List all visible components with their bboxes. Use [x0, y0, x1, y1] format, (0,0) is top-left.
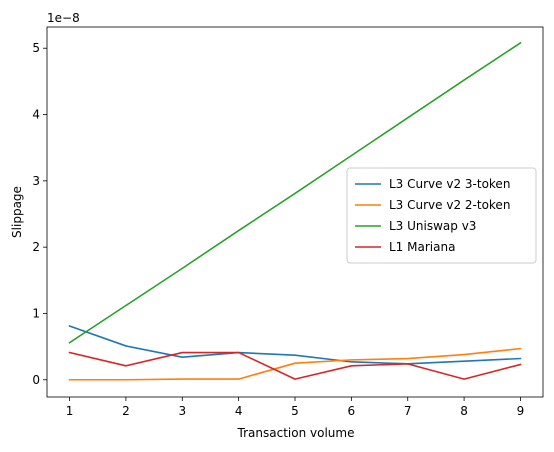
- y-axis-scale-factor: 1e−8: [47, 11, 80, 25]
- y-axis-label: Slippage: [10, 186, 24, 238]
- x-tick-label: 9: [517, 404, 525, 418]
- x-tick-label: 7: [404, 404, 412, 418]
- legend-entry-label: L3 Uniswap v3: [389, 219, 476, 233]
- x-tick-label: 5: [291, 404, 299, 418]
- y-tick-label: 5: [32, 41, 40, 55]
- x-tick-label: 3: [178, 404, 186, 418]
- y-tick-label: 3: [32, 174, 40, 188]
- series-line-l3-curve-v2-2-token: [68, 347, 522, 381]
- legend-entry-label: L3 Curve v2 3-token: [389, 177, 510, 191]
- legend-entry-label: L3 Curve v2 2-token: [389, 198, 510, 212]
- y-tick-label: 0: [32, 373, 40, 387]
- legend-entry-label: L1 Mariana: [389, 240, 455, 254]
- x-tick-label: 6: [348, 404, 356, 418]
- x-tick-label: 2: [122, 404, 130, 418]
- x-axis-label: Transaction volume: [237, 426, 355, 440]
- series-line-l3-curve-v2-3-token: [68, 325, 522, 365]
- y-tick-label: 4: [32, 108, 40, 122]
- y-tick-label: 2: [32, 240, 40, 254]
- x-tick-label: 4: [235, 404, 243, 418]
- series-line-l1-mariana: [68, 351, 522, 380]
- series-line-l3-uniswap-v3: [68, 41, 522, 344]
- legend-box: [346, 167, 537, 264]
- y-tick-label: 1: [32, 306, 40, 320]
- x-tick-label: 8: [460, 404, 468, 418]
- x-tick-label: 1: [66, 404, 74, 418]
